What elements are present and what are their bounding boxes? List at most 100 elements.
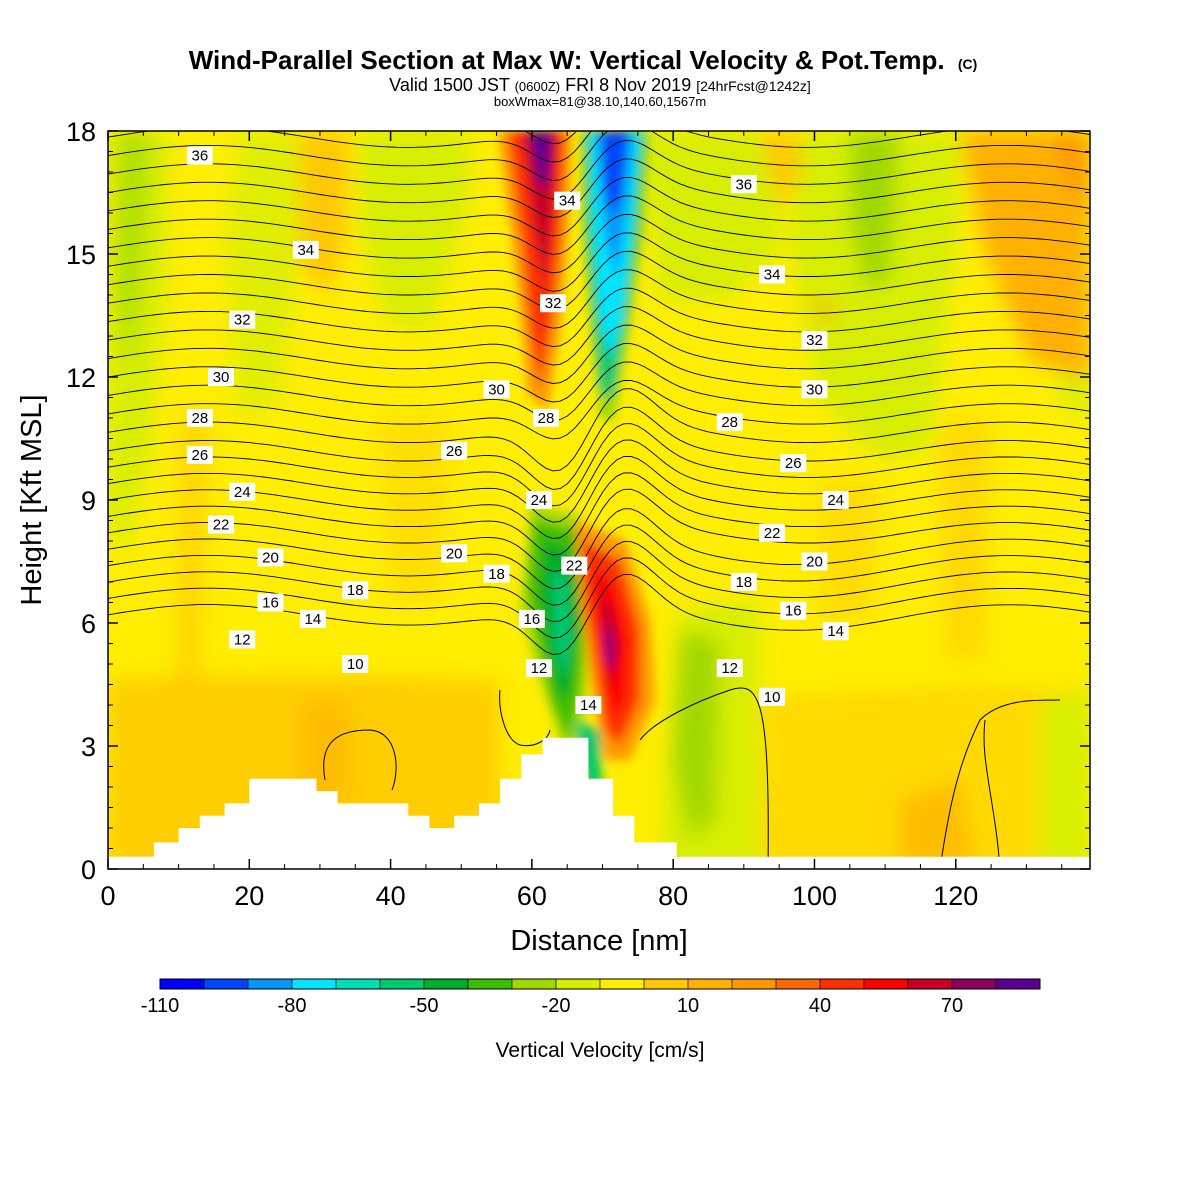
colorbar-swatch xyxy=(424,979,469,989)
theta-label: 30 xyxy=(801,380,828,399)
subtitle-date: FRI 8 Nov 2019 xyxy=(565,75,691,95)
theta-label-text: 18 xyxy=(735,574,752,591)
theta-contour-line xyxy=(108,380,1090,440)
theta-label-box xyxy=(822,622,849,641)
theta-contour-line xyxy=(108,232,1090,292)
theta-label-box xyxy=(730,573,757,591)
theta-label-text: 22 xyxy=(213,517,230,534)
colorbar-tick-label: -110 xyxy=(141,995,180,1017)
theta-label-text: 36 xyxy=(735,176,752,193)
theta-label-box xyxy=(780,454,807,473)
theta-label: 26 xyxy=(186,445,213,464)
y-tick-label: 6 xyxy=(81,609,96,639)
theta-label: 12 xyxy=(525,659,552,678)
theta-label-text: 22 xyxy=(566,558,583,575)
theta-contour-line xyxy=(108,158,1090,218)
theta-label: 22 xyxy=(561,556,588,575)
theta-label-box xyxy=(525,491,552,509)
theta-label-box xyxy=(186,445,213,464)
potential-temperature-labels: 36 36 34 34 34 32 32 32 30 30 30 28 28 28 26 26 26 24 24 24… xyxy=(186,146,849,714)
colorbar-title: Vertical Velocity [cm/s] xyxy=(496,1039,705,1062)
theta-label: 28 xyxy=(533,409,560,427)
colorbar-swatch xyxy=(996,979,1041,989)
colorbar-swatch xyxy=(644,979,689,989)
theta-label-box xyxy=(441,544,468,563)
colorbar-swatch xyxy=(688,979,733,989)
theta-contour-line xyxy=(108,508,1090,590)
theta-label-text: 28 xyxy=(721,414,738,431)
theta-contour-line xyxy=(108,488,1090,572)
x-tick-label: 60 xyxy=(517,881,547,911)
theta-label: 36 xyxy=(730,175,757,194)
theta-label: 16 xyxy=(780,601,807,620)
theta-label-box xyxy=(208,368,235,386)
theta-label-text: 28 xyxy=(538,410,555,427)
theta-label-box xyxy=(229,630,256,649)
subtitle-valid: Valid 1500 JST xyxy=(389,75,510,95)
theta-label-text: 34 xyxy=(297,242,314,259)
colorbar-swatch xyxy=(292,979,337,989)
colorbar-swatch xyxy=(732,979,777,989)
theta-label: 30 xyxy=(208,368,235,386)
colorbar-tick-label: -50 xyxy=(410,995,439,1017)
theta-label-box xyxy=(533,409,560,427)
colorbar-swatch xyxy=(908,979,953,989)
theta-label-text: 10 xyxy=(347,656,364,673)
theta-label-text: 26 xyxy=(446,443,463,460)
theta-label-text: 20 xyxy=(806,554,823,571)
theta-label: 22 xyxy=(759,523,786,542)
theta-label: 34 xyxy=(554,191,581,210)
theta-label-text: 12 xyxy=(531,660,548,677)
theta-label: 20 xyxy=(801,552,828,571)
colorbar-swatch xyxy=(512,979,557,989)
theta-label-box xyxy=(208,515,235,534)
theta-label: 32 xyxy=(540,294,567,313)
theta-label-box xyxy=(342,581,369,600)
theta-contour-line xyxy=(108,472,1090,556)
theta-label-text: 16 xyxy=(262,595,279,612)
theta-label-text: 12 xyxy=(234,631,251,648)
colorbar-swatch xyxy=(468,979,513,989)
theta-label-text: 24 xyxy=(827,492,844,509)
theta-contour-line xyxy=(108,557,1090,639)
theta-label-text: 26 xyxy=(191,447,208,464)
y-tick-label: 0 xyxy=(81,855,96,885)
colorbar-swatch xyxy=(820,979,865,989)
theta-label-box xyxy=(780,601,807,620)
theta-label: 24 xyxy=(229,482,256,501)
vertical-velocity-contours xyxy=(323,687,1061,869)
vertical-velocity-field: 36 36 34 34 34 32 32 32 30 30 30 28 28 28 26 26 26 24 24 24… xyxy=(108,131,1090,869)
theta-label-text: 14 xyxy=(305,611,322,628)
svg-text:Wind-Parallel Section at Max W: Wind-Parallel Section at Max W: Vertical… xyxy=(189,45,978,75)
theta-contour-line xyxy=(108,423,1090,507)
theta-label-text: 32 xyxy=(234,312,251,329)
theta-label-text: 36 xyxy=(191,148,208,165)
theta-label: 12 xyxy=(716,659,743,678)
theta-contour-line xyxy=(108,541,1090,623)
theta-label: 20 xyxy=(441,544,468,563)
theta-label-box xyxy=(561,556,588,575)
theta-contour-line xyxy=(108,406,1090,490)
theta-label-text: 30 xyxy=(488,381,505,398)
theta-label-box xyxy=(292,240,319,259)
x-axis-label: Distance [nm] xyxy=(510,925,687,957)
theta-label-text: 16 xyxy=(785,603,802,620)
theta-label: 14 xyxy=(822,622,849,641)
y-tick-label: 9 xyxy=(81,486,96,516)
theta-label-box xyxy=(186,146,213,165)
theta-label-box xyxy=(483,564,510,583)
theta-contour-line xyxy=(108,131,1090,182)
subtitle-forecast: [24hrFcst@1242z] xyxy=(696,78,811,94)
colorbar-tick-label: -80 xyxy=(278,995,307,1017)
theta-label-box xyxy=(554,191,581,210)
theta-label: 26 xyxy=(441,441,468,460)
theta-label-box xyxy=(759,523,786,542)
theta-label-box xyxy=(483,380,510,399)
theta-label-text: 20 xyxy=(262,549,279,566)
x-tick-label: 100 xyxy=(792,881,837,911)
theta-label: 14 xyxy=(575,696,602,714)
colorbar-tick-label: 40 xyxy=(809,995,831,1017)
x-tick-label: 20 xyxy=(234,881,264,911)
theta-label-text: 18 xyxy=(488,566,505,583)
colorbar-swatch xyxy=(952,979,997,989)
